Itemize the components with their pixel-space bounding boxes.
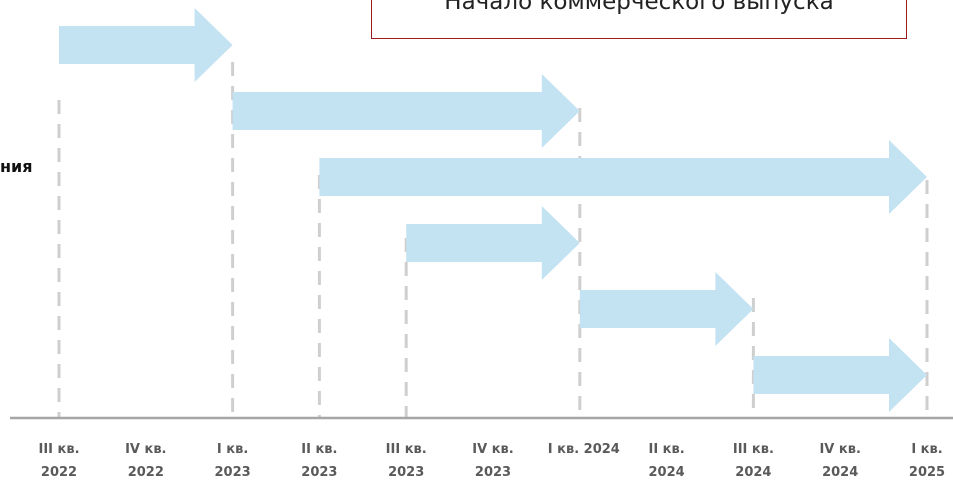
phase-arrow-1 <box>59 8 233 82</box>
quarter-label-line2: 2024 <box>735 465 772 480</box>
phase-arrow-6 <box>753 338 927 412</box>
quarter-label-line2: 2025 <box>908 465 946 480</box>
quarter-label-line2: 2024 <box>648 465 685 480</box>
quarter-label-line1: IV кв. <box>125 442 167 457</box>
quarter-label: II кв. 2024 <box>635 438 699 484</box>
quarter-label-line1: II кв. <box>301 442 338 457</box>
quarter-label: I кв. 2023 <box>201 438 265 484</box>
quarter-label-line1: III кв. <box>732 442 774 457</box>
quarter-label-line2: 2023 <box>301 465 338 480</box>
quarter-label-line1: III кв. <box>38 442 80 457</box>
phase-arrows <box>59 8 927 412</box>
quarter-label: I кв. 2025 <box>895 438 953 484</box>
quarter-label: II кв. 2023 <box>287 438 351 484</box>
quarter-label-line1: I кв. <box>911 442 943 457</box>
callout-text: Начало коммерческого выпуска <box>444 0 834 15</box>
quarter-label-line1: I кв. 2024 <box>547 442 620 457</box>
quarter-label: IV кв. 2023 <box>461 438 525 484</box>
quarter-label-line1: I кв. <box>216 442 249 457</box>
quarter-label-line1: III кв. <box>385 442 427 457</box>
quarter-label-line2: 2023 <box>388 465 425 480</box>
phase-arrow-3 <box>319 140 927 214</box>
quarter-label-line2: 2023 <box>474 465 512 480</box>
callout-box: Начало коммерческого выпуска <box>371 0 907 39</box>
phase-arrow-4 <box>406 206 580 280</box>
quarter-label-line1: IV кв. <box>472 442 514 457</box>
quarter-label-line2: 2024 <box>822 465 859 480</box>
quarter-label: III кв. 2022 <box>27 438 91 484</box>
quarter-label: IV кв. 2024 <box>808 438 872 484</box>
side-label: ния <box>0 157 33 176</box>
phase-arrow-5 <box>579 272 754 346</box>
quarter-label: I кв. 2024 <box>547 438 620 461</box>
quarter-label-line2: 2022 <box>40 465 78 480</box>
quarter-label: III кв. 2024 <box>721 438 785 484</box>
phase-arrow-2 <box>232 74 580 148</box>
quarter-label-line2: 2022 <box>127 465 164 480</box>
quarter-label: III кв. 2023 <box>374 438 438 484</box>
quarter-label-line1: IV кв. <box>819 442 861 457</box>
quarter-label-line1: II кв. <box>648 442 685 457</box>
quarter-label: IV кв. 2022 <box>114 438 178 484</box>
quarter-label-line2: 2023 <box>214 465 251 480</box>
